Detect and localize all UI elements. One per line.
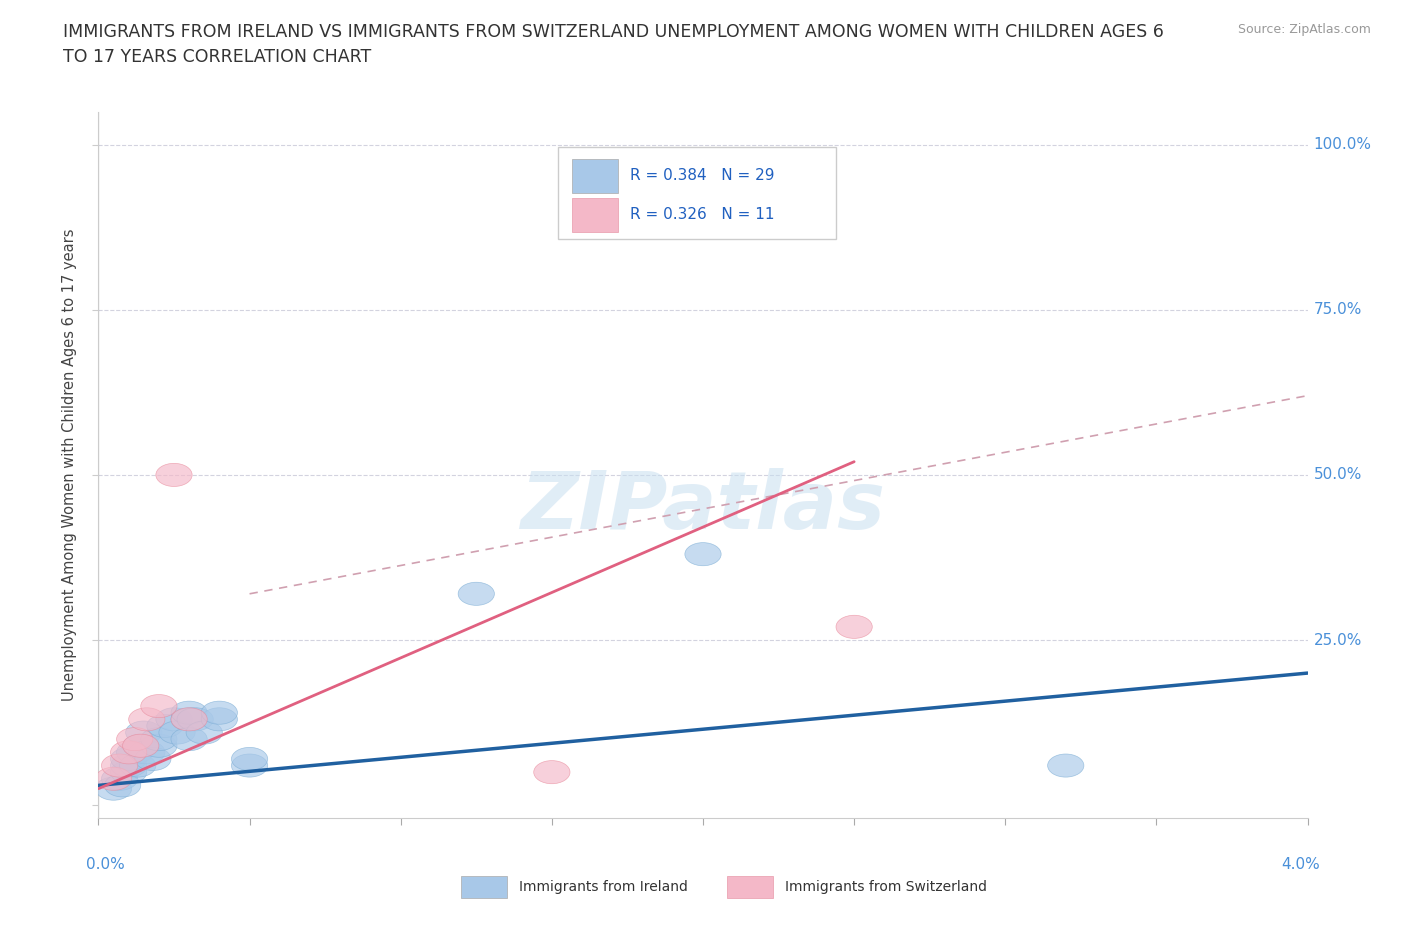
Ellipse shape [534,761,569,784]
Ellipse shape [232,748,267,771]
Text: R = 0.326   N = 11: R = 0.326 N = 11 [630,207,775,222]
Text: 50.0%: 50.0% [1313,468,1362,483]
Ellipse shape [135,748,172,771]
Ellipse shape [120,754,156,777]
Ellipse shape [458,582,495,605]
Ellipse shape [129,708,165,731]
Ellipse shape [125,721,162,744]
Ellipse shape [96,767,132,790]
Ellipse shape [156,463,193,486]
Text: IMMIGRANTS FROM IRELAND VS IMMIGRANTS FROM SWITZERLAND UNEMPLOYMENT AMONG WOMEN : IMMIGRANTS FROM IRELAND VS IMMIGRANTS FR… [63,23,1164,66]
Text: 75.0%: 75.0% [1313,302,1362,317]
Ellipse shape [837,616,872,638]
Text: Source: ZipAtlas.com: Source: ZipAtlas.com [1237,23,1371,36]
Ellipse shape [141,695,177,718]
Ellipse shape [111,761,146,784]
Ellipse shape [117,727,153,751]
Ellipse shape [156,708,193,731]
Ellipse shape [111,748,146,771]
FancyBboxPatch shape [558,147,837,239]
Text: 4.0%: 4.0% [1281,857,1320,872]
Text: 100.0%: 100.0% [1313,137,1372,153]
FancyBboxPatch shape [727,876,773,897]
Ellipse shape [172,701,207,724]
Ellipse shape [201,708,238,731]
Ellipse shape [685,542,721,565]
Text: ZIPatlas: ZIPatlas [520,469,886,547]
Ellipse shape [172,727,207,751]
Ellipse shape [101,767,138,790]
Ellipse shape [177,708,214,731]
Ellipse shape [111,754,146,777]
Ellipse shape [122,734,159,757]
Text: Immigrants from Switzerland: Immigrants from Switzerland [785,880,987,894]
Ellipse shape [117,741,153,764]
Ellipse shape [141,734,177,757]
Ellipse shape [101,754,138,777]
Text: 0.0%: 0.0% [86,857,125,872]
Ellipse shape [146,714,183,737]
Ellipse shape [201,701,238,724]
Ellipse shape [159,721,195,744]
Y-axis label: Unemployment Among Women with Children Ages 6 to 17 years: Unemployment Among Women with Children A… [62,229,77,701]
Ellipse shape [104,774,141,797]
Ellipse shape [141,727,177,751]
Ellipse shape [1047,754,1084,777]
Ellipse shape [111,741,146,764]
Ellipse shape [122,734,159,757]
Text: R = 0.384   N = 29: R = 0.384 N = 29 [630,168,775,183]
Text: Immigrants from Ireland: Immigrants from Ireland [519,880,688,894]
FancyBboxPatch shape [572,198,619,232]
FancyBboxPatch shape [572,159,619,193]
Ellipse shape [186,721,222,744]
FancyBboxPatch shape [461,876,508,897]
Text: 25.0%: 25.0% [1313,632,1362,647]
Ellipse shape [172,708,207,731]
Ellipse shape [172,708,207,731]
Ellipse shape [232,754,267,777]
Ellipse shape [96,777,132,800]
Ellipse shape [129,741,165,764]
